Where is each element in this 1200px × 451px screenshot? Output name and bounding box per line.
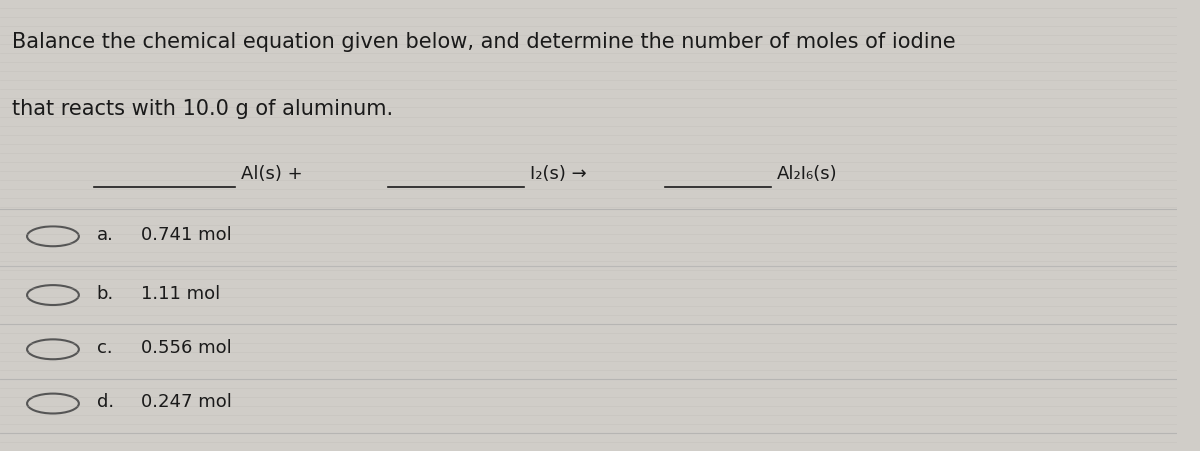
- Text: 0.741 mol: 0.741 mol: [142, 226, 232, 244]
- Text: a.: a.: [96, 226, 113, 244]
- Text: 0.247 mol: 0.247 mol: [142, 392, 232, 410]
- Text: Al₂I₆(s): Al₂I₆(s): [776, 165, 838, 183]
- Text: 0.556 mol: 0.556 mol: [142, 338, 232, 356]
- Text: b.: b.: [96, 284, 114, 302]
- Text: that reacts with 10.0 g of aluminum.: that reacts with 10.0 g of aluminum.: [12, 99, 392, 119]
- Text: 1.11 mol: 1.11 mol: [142, 284, 221, 302]
- Text: Balance the chemical equation given below, and determine the number of moles of : Balance the chemical equation given belo…: [12, 32, 955, 51]
- Text: Al(s) +: Al(s) +: [241, 165, 302, 183]
- Text: c.: c.: [96, 338, 112, 356]
- Text: I₂(s) →: I₂(s) →: [529, 165, 587, 183]
- Text: d.: d.: [96, 392, 114, 410]
